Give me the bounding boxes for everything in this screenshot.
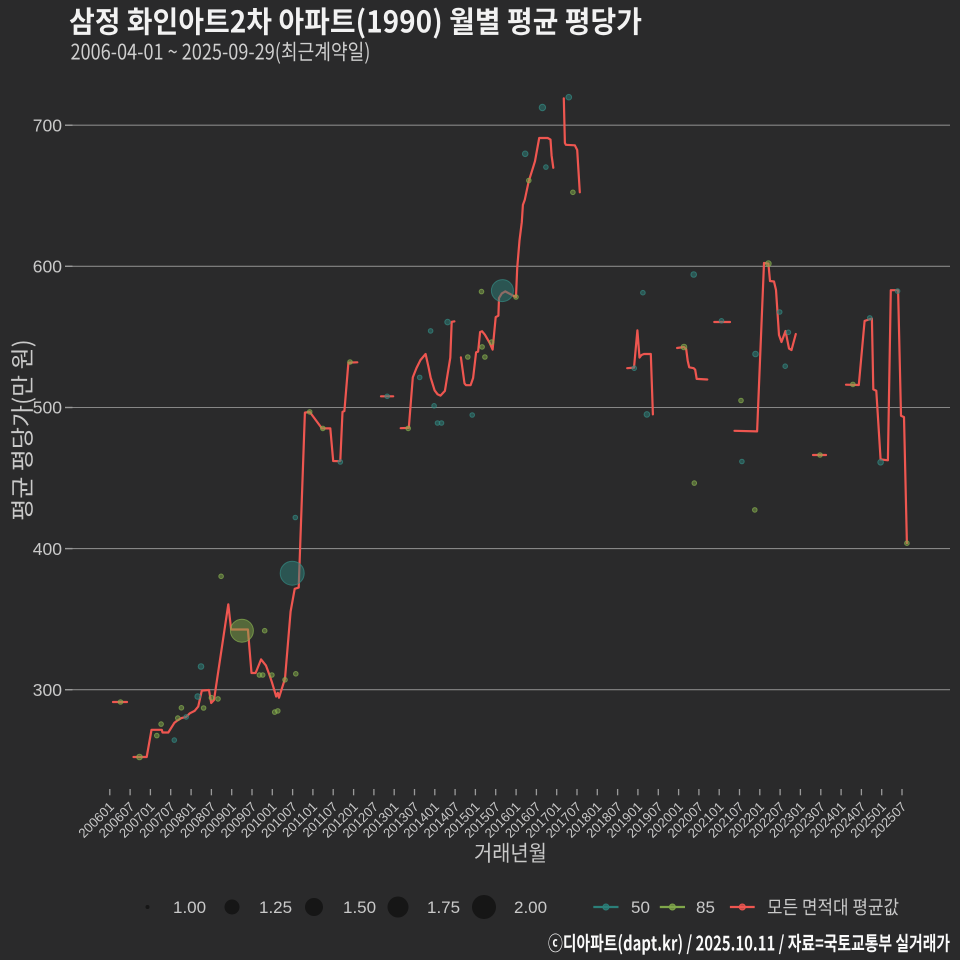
- svg-text:500: 500: [33, 398, 62, 418]
- svg-text:1.50: 1.50: [343, 898, 376, 917]
- svg-text:85: 85: [696, 898, 715, 917]
- svg-text:400: 400: [33, 539, 62, 559]
- svg-text:300: 300: [33, 680, 62, 700]
- svg-text:600: 600: [33, 257, 62, 277]
- svg-text:1.00: 1.00: [173, 898, 206, 917]
- svg-text:50: 50: [631, 898, 650, 917]
- svg-text:1.75: 1.75: [427, 898, 460, 917]
- svg-text:700: 700: [33, 115, 62, 135]
- svg-text:2.00: 2.00: [514, 898, 547, 917]
- svg-text:1.25: 1.25: [259, 898, 292, 917]
